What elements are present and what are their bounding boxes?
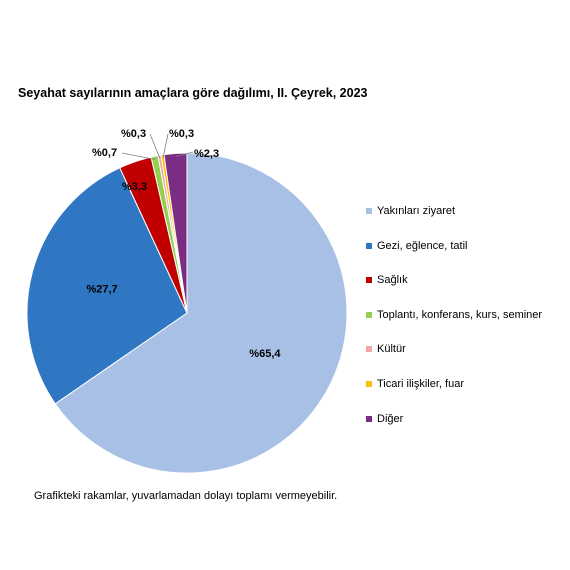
legend-item-gezi-eglence-tatil: Gezi, eğlence, tatil — [366, 239, 542, 253]
legend-swatch — [366, 415, 372, 422]
legend-swatch — [366, 346, 372, 353]
pie-slice-yakinlari-ziyaret — [54, 152, 348, 474]
legend-item-diger: Diğer — [366, 412, 542, 426]
legend-item-saglik: Sağlık — [366, 273, 542, 287]
legend-label: Diğer — [377, 412, 404, 425]
legend-swatch — [366, 380, 372, 387]
slice-label-diger: %2,3 — [194, 148, 219, 160]
leader-line-toplanti-konferans-kurs-seminer — [121, 152, 156, 160]
legend-item-toplanti: Toplantı, konferans, kurs, seminer — [366, 308, 542, 322]
legend-label: Toplantı, konferans, kurs, seminer — [377, 308, 543, 321]
slice-label-yakinlari-ziyaret: %65,4 — [249, 348, 281, 360]
slice-label-saglik: %3,3 — [122, 181, 147, 193]
legend: Yakınları ziyaret Gezi, eğlence, tatil S… — [366, 204, 542, 446]
slice-label-gezi-eglence-tatil: %27,7 — [86, 284, 117, 296]
legend-label: Ticari ilişkiler, fuar — [377, 377, 464, 390]
leader-line-ticari-iliskiler-fuar — [162, 133, 169, 159]
legend-item-yakinlari-ziyaret: Yakınları ziyaret — [366, 204, 542, 218]
legend-label: Yakınları ziyaret — [377, 205, 456, 217]
legend-swatch — [366, 208, 372, 214]
legend-label: Kültür — [377, 343, 406, 356]
legend-label: Gezi, eğlence, tatil — [377, 239, 468, 252]
chart-title: Seyahat sayılarının amaçlara göre dağılı… — [18, 86, 368, 100]
slice-label-toplanti-konferans-kurs-seminer: %0,7 — [92, 147, 117, 159]
slice-label-ticari-iliskiler-fuar: %0,3 — [169, 128, 194, 140]
legend-item-ticari: Ticari ilişkiler, fuar — [366, 377, 542, 391]
legend-item-kultur: Kültür — [366, 342, 542, 356]
legend-swatch — [366, 311, 372, 318]
legend-swatch — [366, 242, 372, 249]
legend-swatch — [366, 277, 372, 284]
leader-line-kultur — [149, 133, 161, 159]
legend-label: Sağlık — [377, 274, 408, 287]
slice-label-kultur: %0,3 — [121, 128, 146, 140]
leader-line-diger — [175, 151, 194, 157]
chart-footnote: Grafikteki rakamlar, yuvarlamadan dolayı… — [34, 490, 338, 502]
